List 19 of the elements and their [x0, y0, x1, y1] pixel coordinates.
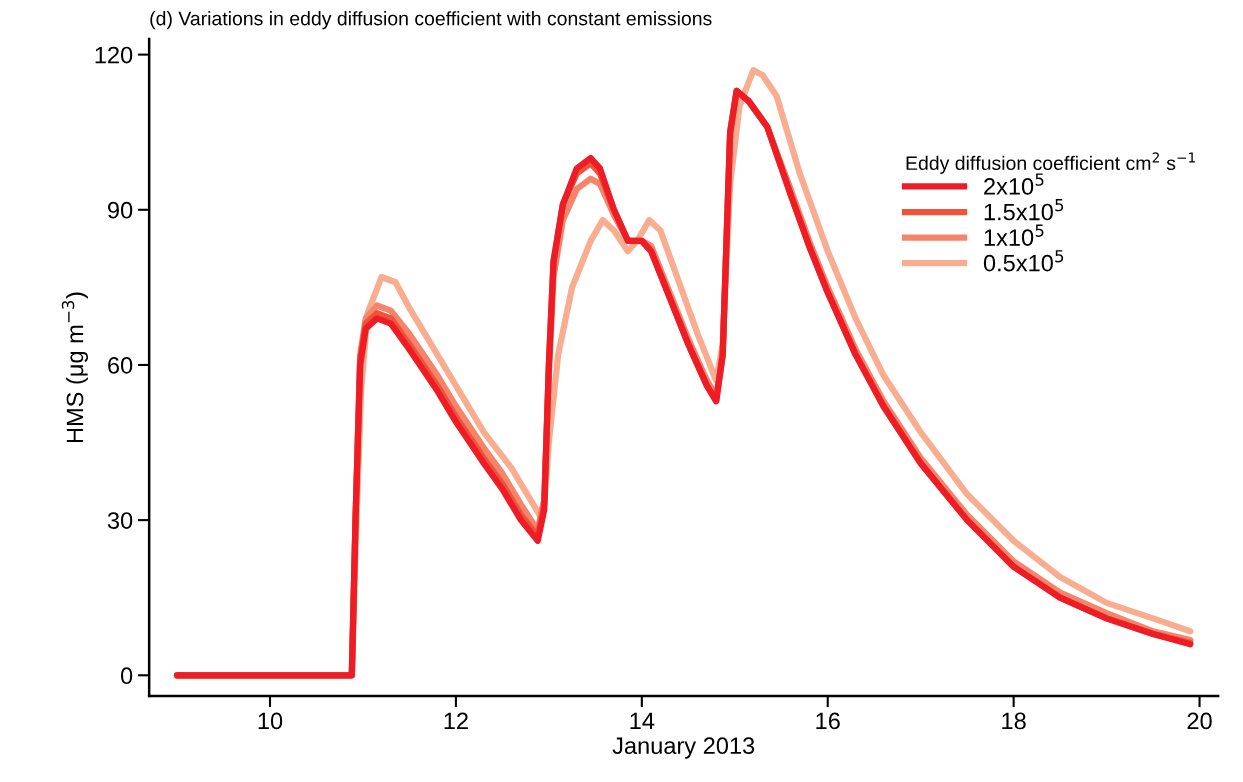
legend-title: Eddy diffusion coefficient cm$^{2}$ s$^{−1}$: [906, 152, 1195, 174]
x-tick-label: 18: [1002, 712, 1026, 730]
legend-label: 1.5x10$^{5}$: [984, 199, 1064, 221]
x-tick-label: 14: [630, 712, 655, 730]
x-tick-label: 20: [1187, 712, 1212, 730]
y-tick-label: 90: [108, 201, 133, 219]
legend-label: 0.5x10$^{5}$: [983, 250, 1064, 272]
y-tick-label: 0: [120, 667, 133, 685]
y-axis-title: HMS (μg m$^{−3}$): [61, 292, 88, 443]
x-tick-label: 16: [816, 712, 840, 730]
legend-label: 1x10$^{5}$: [984, 224, 1044, 246]
chart-title: (d) Variations in eddy diffusion coefficient with constant emissions: [150, 11, 712, 30]
legend-label: 2x10$^{5}$: [984, 173, 1044, 195]
y-tick-label: 60: [108, 357, 133, 374]
y-tick-label: 30: [107, 512, 133, 529]
x-tick-label: 12: [444, 712, 468, 730]
x-tick-label: 10: [258, 712, 283, 730]
x-axis-title: January 2013: [612, 737, 755, 759]
y-tick-label: 120: [95, 46, 133, 64]
